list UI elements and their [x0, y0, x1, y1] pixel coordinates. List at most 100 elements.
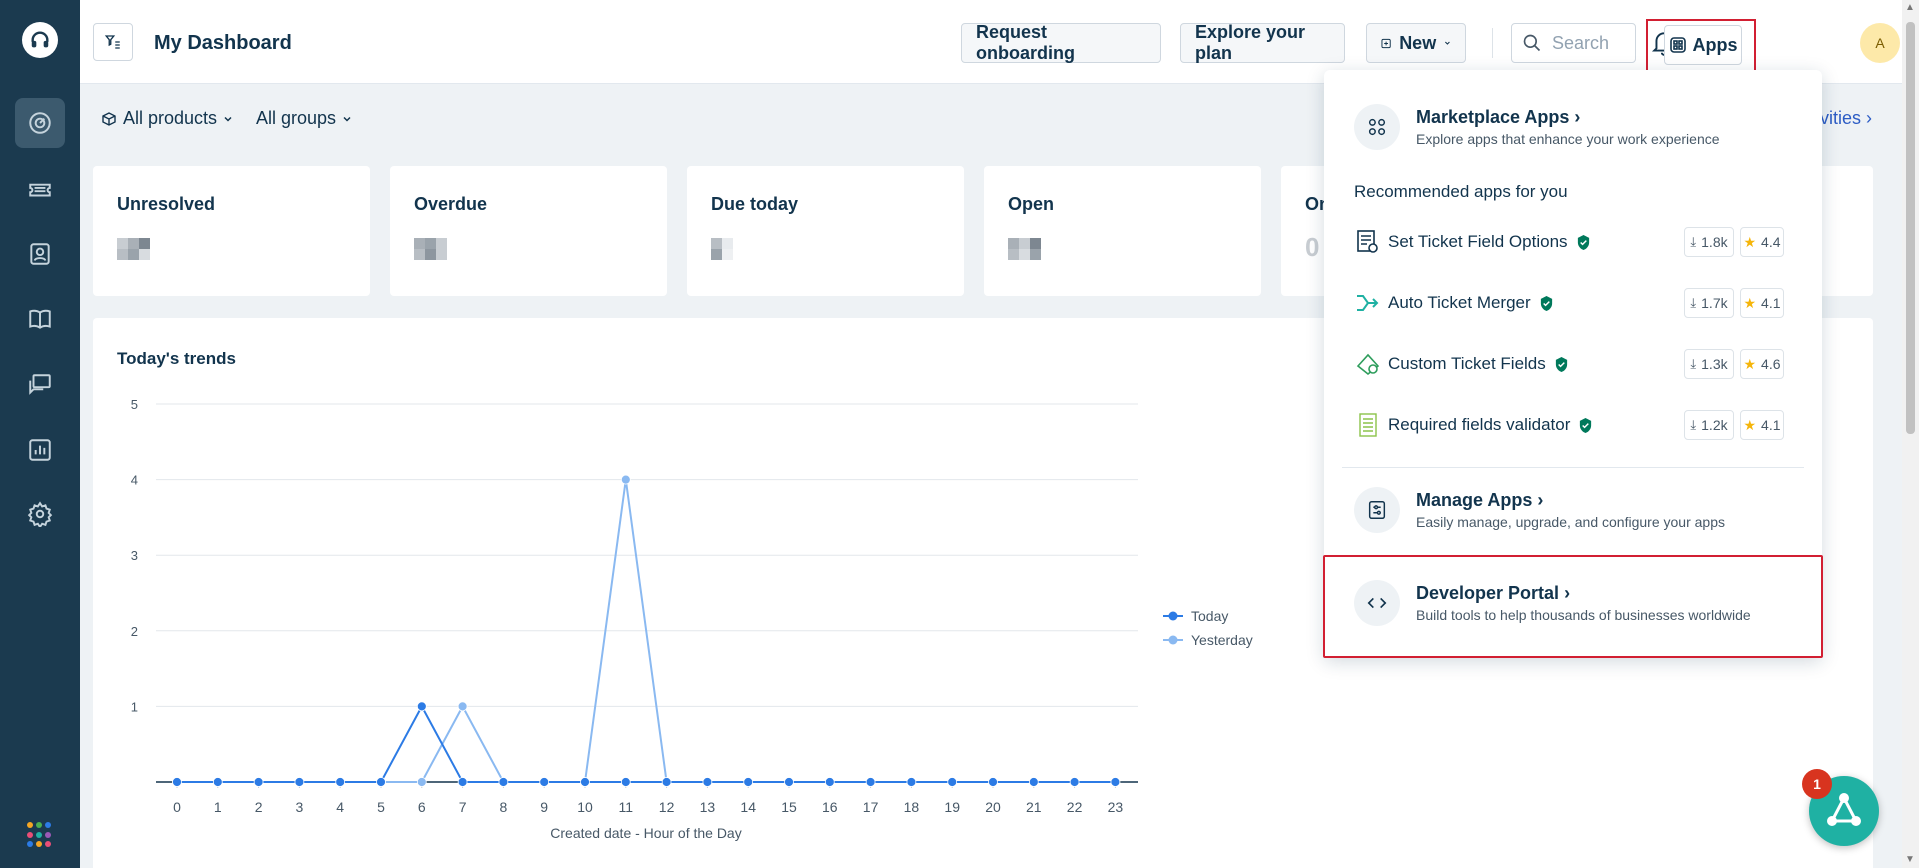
scroll-up-arrow: ▲	[1905, 2, 1915, 13]
marketplace-subtitle: Explore apps that enhance your work expe…	[1416, 131, 1720, 147]
manage-apps-item[interactable]: Manage Apps › Easily manage, upgrade, an…	[1354, 487, 1725, 533]
data-point-today	[498, 777, 509, 787]
blurred-count	[117, 238, 150, 260]
card-value: 0	[1305, 232, 1320, 262]
dashboard-nav-icon[interactable]	[15, 98, 65, 148]
apps-button-label: Apps	[1692, 34, 1738, 55]
overdue-card[interactable]: Overdue	[390, 166, 667, 296]
sliders-icon	[1354, 487, 1400, 533]
card-title: Overdue	[414, 194, 488, 214]
card-title: Open	[1008, 194, 1055, 214]
x-tick-label: 18	[904, 799, 920, 815]
x-tick-label: 7	[459, 799, 467, 815]
page-scrollbar[interactable]: ▲ ▼	[1902, 0, 1919, 868]
tickets-nav-icon[interactable]	[15, 164, 65, 214]
series-line-today	[177, 704, 1116, 783]
marketplace-title: Marketplace Apps ›	[1416, 107, 1581, 127]
products-filter[interactable]: All products	[101, 108, 233, 129]
downloads-pill: ⤓ 1.8k	[1684, 227, 1734, 257]
unresolved-card[interactable]: Unresolved	[93, 166, 370, 296]
data-point-today	[172, 777, 182, 787]
marketplace-apps-item[interactable]: Marketplace Apps › Explore apps that enh…	[1354, 104, 1720, 150]
freshdesk-logo[interactable]	[22, 22, 58, 58]
settings-nav-icon[interactable]	[15, 489, 65, 539]
new-button[interactable]: New	[1366, 23, 1466, 63]
chevron-down-icon	[343, 116, 351, 122]
y-tick-label: 4	[131, 473, 138, 488]
app-switcher-icon[interactable]	[27, 822, 53, 848]
x-tick-label: 9	[540, 799, 548, 815]
y-tick-label: 1	[131, 699, 138, 714]
conversations-nav-icon[interactable]	[15, 360, 65, 410]
chevron-down-icon	[224, 116, 232, 122]
scrollbar-thumb	[1906, 22, 1915, 434]
data-point-today	[824, 777, 835, 787]
download-icon: ⤓	[1690, 295, 1697, 310]
trends-title: Today's trends	[117, 349, 236, 368]
download-icon: ⤓	[1690, 356, 1697, 371]
top-header: My Dashboard Request onboarding Explore …	[80, 0, 1902, 84]
developer-portal-item[interactable]: Developer Portal › Build tools to help t…	[1354, 580, 1751, 626]
help-widget-badge: 1	[1802, 769, 1832, 799]
data-point-today	[865, 777, 876, 787]
data-point-today	[1028, 777, 1039, 787]
app-row-custom-ticket-fields[interactable]: Custom Ticket Fields ⤓ 1.3k ★ 4.6	[1354, 346, 1794, 382]
groups-filter[interactable]: All groups	[256, 108, 352, 129]
chevron-down-icon	[1445, 41, 1451, 45]
x-tick-label: 19	[944, 799, 960, 815]
activities-link-label: vities	[1820, 108, 1862, 128]
due-today-card[interactable]: Due today	[687, 166, 964, 296]
x-tick-label: 14	[740, 799, 756, 815]
apps-icon	[1669, 37, 1686, 53]
legend-label: Today	[1191, 608, 1228, 624]
app-row-required-fields-validator[interactable]: Required fields validator ⤓ 1.2k ★ 4.1	[1354, 407, 1794, 443]
open-card[interactable]: Open	[984, 166, 1261, 296]
x-tick-label: 16	[822, 799, 838, 815]
data-point-today	[416, 701, 427, 712]
app-row-set-ticket-field-options[interactable]: Set Ticket Field Options ⤓ 1.8k ★ 4.4	[1354, 224, 1794, 260]
x-tick-label: 15	[781, 799, 797, 815]
y-tick-label: 5	[131, 397, 138, 412]
form-icon	[1354, 228, 1382, 256]
activities-link[interactable]: vities ›	[1820, 108, 1873, 128]
x-tick-label: 3	[296, 799, 304, 815]
app-row-auto-ticket-merger[interactable]: Auto Ticket Merger ⤓ 1.7k ★ 4.1	[1354, 285, 1794, 321]
data-point-yesterday	[620, 474, 631, 485]
checklist-icon	[1354, 411, 1382, 439]
request-onboarding-button[interactable]: Request onboarding	[961, 22, 1161, 63]
groups-filter-label: All groups	[256, 108, 337, 128]
verified-shield-icon	[1580, 417, 1592, 433]
download-icon: ⤓	[1690, 417, 1697, 432]
contacts-nav-icon[interactable]	[15, 229, 65, 279]
y-tick-label: 3	[131, 548, 138, 563]
network-icon	[1827, 793, 1861, 826]
legend-label: Yesterday	[1191, 632, 1253, 648]
plus-box-icon	[1381, 38, 1391, 48]
search-input[interactable]: Search	[1511, 23, 1636, 63]
apps-dropdown-menu: Marketplace Apps › Explore apps that enh…	[1324, 70, 1822, 658]
explore-plan-button[interactable]: Explore your plan	[1180, 22, 1345, 63]
data-point-today	[702, 777, 713, 787]
new-button-label: New	[1399, 32, 1437, 53]
app-name: Auto Ticket Merger	[1388, 293, 1531, 312]
box-icon	[102, 111, 116, 126]
rating-pill: ★ 4.6	[1740, 349, 1784, 379]
filter-toggle-button[interactable]	[93, 23, 133, 61]
x-tick-label: 5	[377, 799, 385, 815]
verified-shield-icon	[1540, 295, 1552, 311]
left-nav	[0, 0, 80, 868]
knowledge-base-nav-icon[interactable]	[15, 294, 65, 344]
x-tick-label: 4	[336, 799, 344, 815]
x-axis-label: Created date - Hour of the Day	[550, 825, 741, 841]
user-avatar[interactable]: A	[1860, 23, 1900, 63]
x-tick-label: 11	[619, 799, 634, 815]
apps-button[interactable]: Apps	[1664, 25, 1742, 65]
header-divider	[1492, 28, 1493, 58]
star-icon: ★	[1743, 355, 1757, 372]
reports-nav-icon[interactable]	[15, 425, 65, 475]
card-title: Due today	[711, 194, 799, 214]
data-point-today	[253, 777, 264, 787]
data-point-today	[539, 777, 550, 787]
x-tick-label: 6	[418, 799, 426, 815]
